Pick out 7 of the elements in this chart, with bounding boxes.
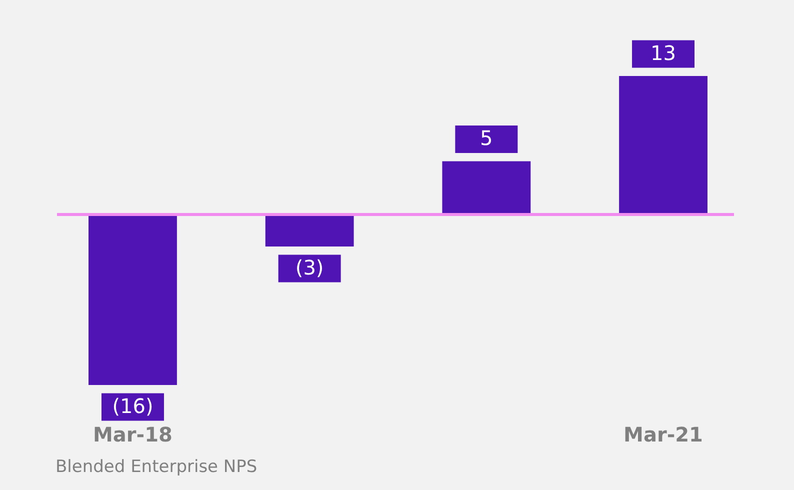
data-label: 5 xyxy=(480,126,493,150)
data-label: (16) xyxy=(112,394,154,418)
data-label: (3) xyxy=(295,255,324,280)
x-tick-label: Mar-21 xyxy=(624,422,703,446)
data-label: 13 xyxy=(650,41,676,65)
x-tick-label: Mar-18 xyxy=(93,422,172,446)
text: Blended Enterprise NPS xyxy=(56,457,258,477)
